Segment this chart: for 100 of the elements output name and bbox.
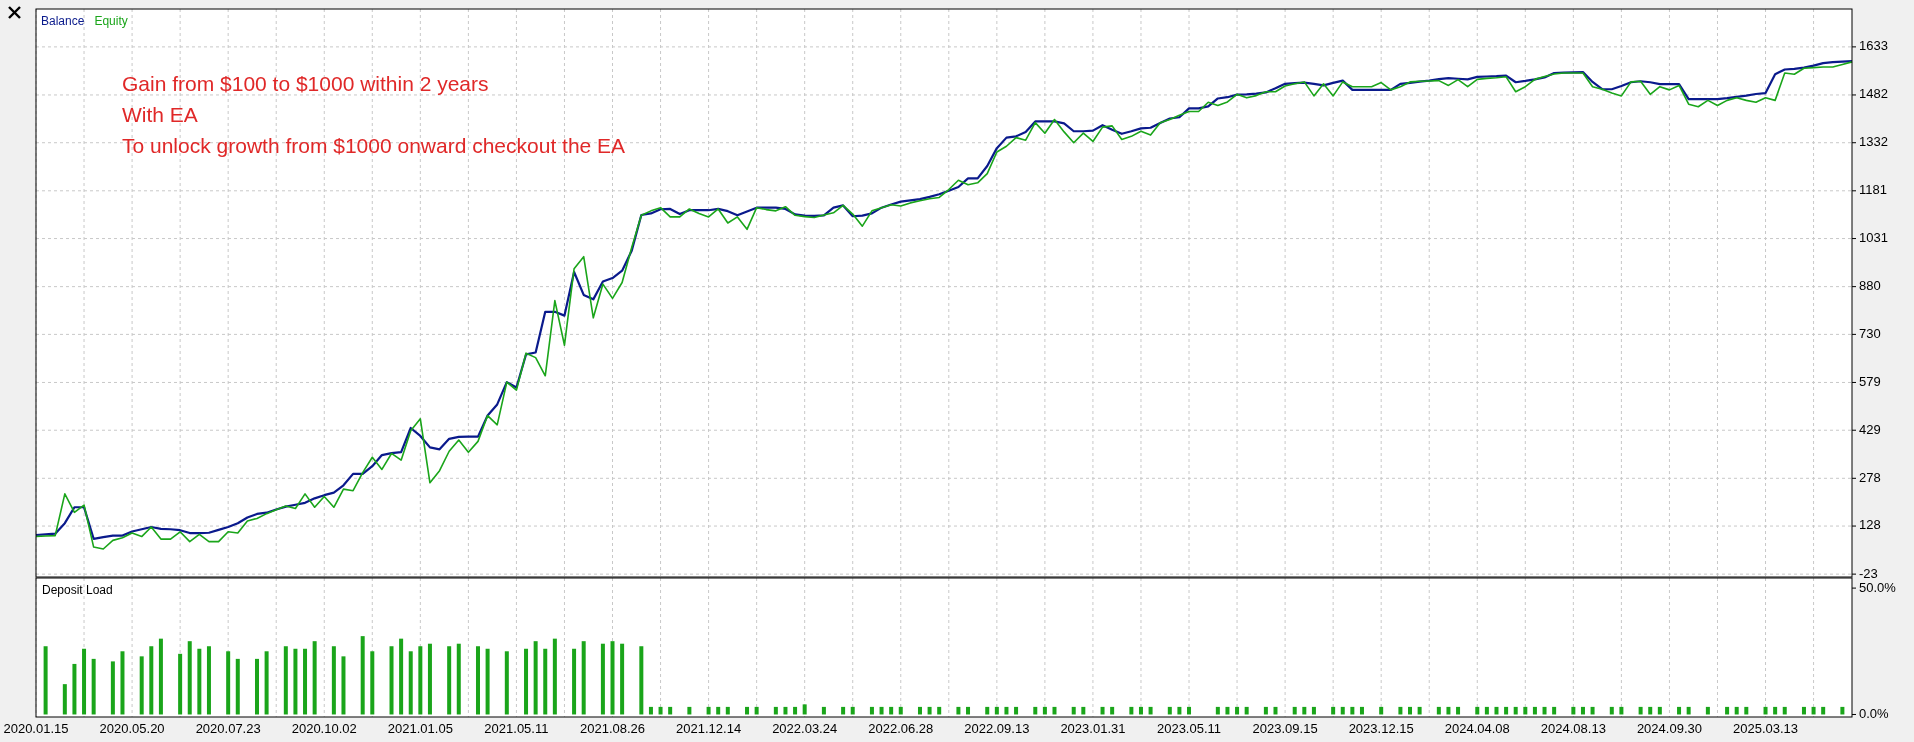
bar: [226, 651, 231, 715]
bar: [1619, 706, 1624, 715]
x-tick-label: 2021.05.11: [484, 721, 549, 736]
bar: [687, 706, 692, 715]
bar: [1331, 706, 1336, 715]
bar: [524, 648, 529, 715]
bar: [1398, 706, 1403, 715]
y-tick-label: 1633: [1859, 38, 1888, 54]
bar: [1148, 706, 1153, 715]
bar: [754, 706, 759, 715]
bar: [1811, 706, 1816, 715]
bar: [1542, 706, 1547, 715]
bar: [745, 706, 750, 715]
bar: [1763, 706, 1768, 715]
bar: [197, 648, 202, 715]
bar: [408, 651, 413, 715]
bar: [1734, 706, 1739, 715]
y-tick-label: 1181: [1859, 182, 1887, 198]
bar: [1292, 706, 1297, 715]
bar: [331, 646, 336, 715]
y-tick-label: 730: [1859, 325, 1881, 341]
bar: [91, 658, 96, 715]
text: Balance: [41, 14, 85, 28]
bar: [1052, 706, 1057, 715]
bar: [418, 646, 423, 715]
bar: [178, 653, 183, 715]
bar: [610, 641, 615, 715]
bar: [1187, 706, 1192, 715]
bar: [956, 706, 961, 715]
bar: [427, 643, 432, 715]
bar: [1014, 706, 1019, 715]
y-tick-label: 1031: [1859, 229, 1888, 245]
bar: [773, 706, 778, 715]
bar: [985, 706, 990, 715]
bar: [552, 638, 557, 715]
bar: [879, 706, 884, 715]
bar: [370, 651, 375, 715]
bar: [504, 651, 509, 715]
bar: [1552, 706, 1557, 715]
bar: [72, 663, 77, 715]
bar: [1657, 706, 1662, 715]
bar: [1840, 706, 1845, 715]
y-tick-label: 579: [1859, 373, 1881, 389]
bar: [1110, 706, 1115, 715]
bar: [869, 706, 874, 715]
bar: [1513, 706, 1518, 715]
bar: [1081, 706, 1086, 715]
bar: [399, 638, 404, 715]
bar: [62, 684, 67, 715]
bar: [1340, 706, 1345, 715]
bar: [821, 706, 826, 715]
bar: [927, 706, 932, 715]
bar: [1484, 706, 1489, 715]
bar: [255, 658, 259, 715]
bar: [456, 643, 461, 715]
bar: [994, 706, 999, 715]
annotation: Gain from $100 to $1000 within 2 years: [122, 72, 489, 95]
x-tick-label: 2024.08.13: [1540, 721, 1606, 736]
bar: [1648, 706, 1653, 715]
bar: [937, 706, 942, 715]
bar: [360, 636, 365, 715]
bar: [206, 646, 211, 715]
bar: [1686, 706, 1691, 715]
bar: [110, 661, 115, 715]
bar: [475, 646, 480, 715]
bar: [139, 656, 144, 715]
y-tick-label: 50.0%: [1859, 579, 1897, 595]
bar: [1523, 706, 1528, 715]
bar: [600, 643, 605, 715]
bar: [1590, 706, 1595, 715]
bar: [1379, 706, 1384, 715]
bar: [1225, 706, 1230, 715]
y-tick-label: 0.0%: [1859, 705, 1890, 721]
bar: [1071, 706, 1076, 715]
bar: [1436, 706, 1441, 715]
bar: [1417, 706, 1422, 715]
x-tick-label: 2023.01.31: [1060, 721, 1126, 736]
bar: [1801, 706, 1806, 715]
x-tick-label: 2020.01.15: [3, 721, 69, 736]
bar: [1638, 706, 1643, 715]
bar: [841, 706, 846, 715]
y-tick-label: 1332: [1859, 134, 1888, 150]
bar: [1273, 706, 1278, 715]
bar: [1100, 706, 1105, 715]
bar: [966, 706, 971, 715]
x-tick-label: 2020.07.23: [195, 721, 261, 736]
bar: [1263, 706, 1268, 715]
bar: [1235, 706, 1240, 715]
bar: [1033, 706, 1038, 715]
bar: [648, 706, 653, 715]
bar: [1773, 706, 1778, 715]
x-tick-label: 2020.05.20: [99, 721, 165, 736]
x-tick-label: 2023.05.11: [1156, 721, 1222, 736]
annotation: To unlock growth from $1000 onward checkout the EA: [122, 134, 626, 157]
bar: [235, 658, 240, 715]
bar: [1446, 706, 1451, 715]
x-tick-label: 2020.10.02: [291, 721, 357, 736]
bar: [1821, 706, 1826, 715]
bar: [1302, 706, 1307, 715]
bar: [1677, 706, 1682, 715]
